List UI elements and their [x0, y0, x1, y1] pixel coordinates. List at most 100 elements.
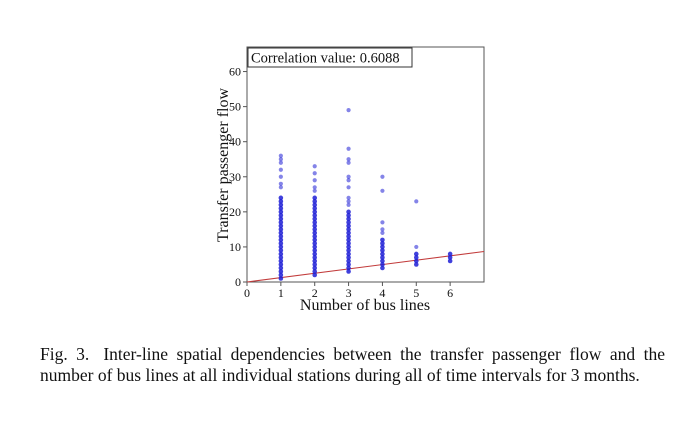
- data-point: [414, 199, 419, 204]
- data-point: [346, 213, 351, 218]
- y-tick-label: 10: [229, 240, 241, 254]
- data-point: [447, 251, 453, 257]
- data-point: [312, 251, 318, 257]
- data-point: [312, 265, 318, 271]
- correlation-annotation: Correlation value: 0.6088: [251, 51, 400, 67]
- data-point: [312, 272, 318, 278]
- data-point: [312, 199, 318, 204]
- data-point: [278, 199, 284, 204]
- y-tick-label: 0: [235, 275, 241, 289]
- data-point: [346, 209, 351, 215]
- data-point: [278, 258, 284, 264]
- data-point: [278, 174, 283, 179]
- y-tick-label: 30: [229, 170, 241, 184]
- data-point: [380, 262, 385, 267]
- regression-line: [246, 250, 485, 283]
- data-point: [278, 216, 284, 222]
- data-point: [278, 241, 284, 246]
- data-point: [278, 206, 284, 211]
- x-tick-label: 3: [346, 286, 352, 300]
- data-point: [278, 230, 284, 236]
- x-tick-label: 5: [413, 286, 419, 300]
- caption-text: Inter-line spatial dependencies between …: [40, 344, 665, 385]
- data-point: [278, 160, 283, 165]
- data-point: [312, 269, 318, 274]
- data-point: [312, 262, 318, 267]
- data-point: [312, 213, 318, 218]
- data-point: [413, 262, 419, 267]
- data-point: [312, 237, 318, 243]
- data-point: [278, 209, 284, 215]
- data-point: [346, 234, 351, 239]
- data-point: [278, 167, 283, 172]
- data-point: [380, 188, 385, 193]
- data-point: [346, 220, 351, 225]
- data-point: [346, 108, 351, 113]
- data-point: [346, 269, 351, 274]
- data-point: [413, 251, 419, 257]
- data-point: [346, 199, 351, 204]
- data-point: [346, 157, 351, 162]
- data-point: [380, 230, 385, 235]
- data-point: [278, 223, 284, 229]
- data-point: [346, 262, 351, 267]
- data-point: [380, 237, 385, 243]
- data-point: [447, 255, 453, 260]
- data-point: [312, 164, 317, 169]
- data-point: [278, 234, 284, 239]
- data-point: [312, 248, 318, 253]
- data-point: [312, 216, 318, 222]
- data-point: [278, 251, 284, 257]
- data-point: [278, 185, 283, 190]
- data-point: [380, 174, 385, 179]
- data-point: [346, 174, 351, 179]
- data-point: [346, 195, 351, 200]
- data-point: [346, 244, 351, 250]
- points-layer: [278, 108, 453, 281]
- data-point: [346, 230, 351, 236]
- data-point: [346, 216, 351, 222]
- data-point: [380, 244, 385, 250]
- y-axis-label: Transfer passenger flow: [215, 88, 232, 242]
- data-point: [380, 251, 385, 257]
- x-tick-label: 0: [244, 286, 250, 300]
- data-point: [380, 255, 385, 260]
- data-point: [346, 185, 351, 190]
- data-point: [312, 202, 318, 208]
- annotation-box: [247, 47, 413, 68]
- data-point: [380, 258, 385, 264]
- x-tick-label: 4: [379, 286, 385, 300]
- data-point: [312, 171, 317, 176]
- data-point: [346, 237, 351, 243]
- data-point: [312, 209, 318, 215]
- data-point: [447, 258, 453, 264]
- data-point: [278, 276, 284, 281]
- data-point: [278, 237, 284, 243]
- y-tick-label: 40: [229, 135, 241, 149]
- y-tick-label: 50: [229, 100, 241, 114]
- figure-caption: Fig. 3. Inter-line spatial dependencies b…: [40, 344, 665, 386]
- data-point: [414, 244, 419, 250]
- x-tick-label: 6: [447, 286, 453, 300]
- data-point: [312, 227, 318, 232]
- data-point: [346, 241, 351, 246]
- data-point: [413, 258, 419, 264]
- data-point: [312, 220, 318, 225]
- x-tick-label: 1: [278, 286, 284, 300]
- data-point: [312, 178, 317, 183]
- data-point: [312, 223, 318, 229]
- data-point: [312, 195, 318, 201]
- data-point: [346, 251, 351, 257]
- x-axis-label: Number of bus lines: [300, 297, 430, 314]
- data-point: [380, 248, 385, 253]
- data-point: [413, 255, 419, 260]
- data-point: [346, 265, 351, 271]
- data-point: [278, 272, 284, 278]
- data-point: [278, 265, 284, 271]
- y-tick-label: 60: [229, 65, 241, 79]
- data-point: [346, 178, 351, 183]
- data-point: [346, 248, 351, 253]
- annotation-layer: Correlation value: 0.6088: [247, 47, 413, 68]
- data-point: [346, 223, 351, 229]
